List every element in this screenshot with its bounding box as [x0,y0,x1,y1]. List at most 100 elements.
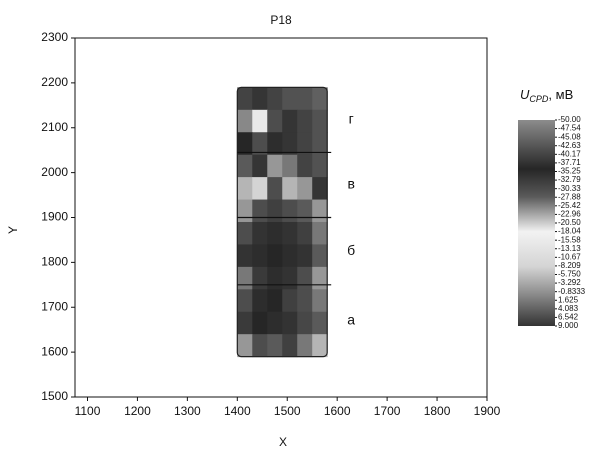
heat-cell [252,334,267,357]
heat-cell [237,334,252,357]
heat-cell [282,110,297,133]
heat-cell [267,132,282,155]
heat-cell [297,244,312,267]
y-tick-label: 1900 [41,210,68,224]
region-label: а [347,311,355,327]
heat-cell [237,244,252,267]
x-tick-label: 1200 [124,404,151,418]
heat-cell [237,110,252,133]
heat-cell [267,289,282,312]
x-tick-label: 1700 [374,404,401,418]
heat-cell [237,87,252,110]
heat-cell [297,289,312,312]
heat-cell [312,222,327,245]
heat-cell [252,132,267,155]
heat-cell [312,132,327,155]
heat-cell [237,312,252,335]
heat-cell [282,200,297,223]
heat-cell [297,267,312,290]
y-axis-label: Y [6,226,20,234]
heatmap [237,87,327,357]
heat-cell [282,155,297,178]
heat-cell [297,222,312,245]
y-tick-label: 1500 [41,389,68,403]
heat-cell [282,87,297,110]
heat-cell [267,177,282,200]
heat-cell [282,177,297,200]
heat-cell [252,155,267,178]
heat-cell [312,200,327,223]
x-tick-label: 1900 [474,404,501,418]
heat-cell [297,200,312,223]
heat-cell [252,289,267,312]
heat-cell [297,110,312,133]
x-tick-label: 1800 [424,404,451,418]
heat-cell [312,312,327,335]
heat-cell [282,334,297,357]
heat-cell [312,289,327,312]
heat-cell [297,155,312,178]
colorbar [518,120,555,326]
heat-cell [267,334,282,357]
colorbar-label: UCPD, мВ [520,87,573,104]
region-label: в [347,176,354,192]
colorbar-label-sub: CPD [529,94,549,104]
x-tick-label: 1300 [174,404,201,418]
heat-cell [267,110,282,133]
heat-cell [237,222,252,245]
heat-cell [312,87,327,110]
heat-cell [297,87,312,110]
region-label: б [347,242,355,258]
y-tick-label: 2200 [41,75,68,89]
y-tick-label: 1800 [41,255,68,269]
heat-cell [297,334,312,357]
heat-cell [282,222,297,245]
heat-cell [267,244,282,267]
heat-cell [312,244,327,267]
colorbar-ticks: -50.00-47.54-45.08-42.63-40.17-37.71-35.… [555,115,586,330]
heat-cell [237,289,252,312]
heat-cell [237,200,252,223]
heat-cell [252,87,267,110]
colorbar-label-unit: , мВ [548,87,573,102]
x-tick-label: 1400 [224,404,251,418]
heat-cell [267,155,282,178]
heat-cell [237,177,252,200]
heat-cell [252,110,267,133]
chart-title: P18 [270,13,292,27]
heat-cell [267,200,282,223]
heat-cell [282,289,297,312]
heat-cell [237,155,252,178]
y-tick-label: 2300 [41,30,68,44]
y-tick-label: 2100 [41,120,68,134]
x-tick-label: 1600 [324,404,351,418]
heat-cell [282,312,297,335]
y-tick-label: 2000 [41,165,68,179]
heat-cell [282,244,297,267]
heat-cell [252,267,267,290]
x-tick-label: 1500 [274,404,301,418]
heat-cell [267,87,282,110]
x-axis-label: X [279,435,287,449]
heat-cell [252,200,267,223]
heat-cell [252,244,267,267]
heat-cell [297,177,312,200]
heat-cell [297,132,312,155]
colorbar-tick-label: 9.000 [558,321,579,330]
heat-cell [312,110,327,133]
x-tick-label: 1100 [75,404,101,418]
heat-cell [252,177,267,200]
heat-cell [282,267,297,290]
heat-cell [252,312,267,335]
heat-cell [312,155,327,178]
heat-cell [312,334,327,357]
heat-cell [252,222,267,245]
y-tick-label: 1600 [41,344,68,358]
heat-cell [282,132,297,155]
heat-cell [237,132,252,155]
heat-cell [312,267,327,290]
heat-cell [297,312,312,335]
y-tick-label: 1700 [41,299,68,313]
